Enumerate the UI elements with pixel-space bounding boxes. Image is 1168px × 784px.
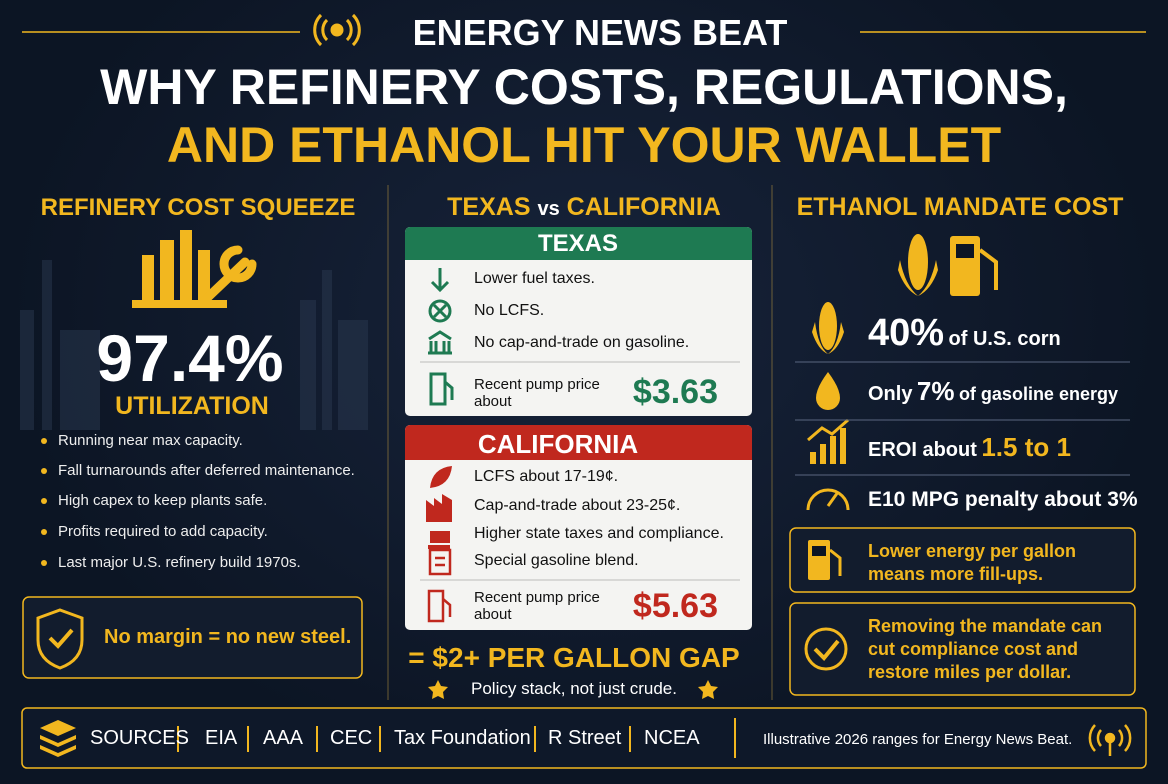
source: EIA	[205, 727, 238, 749]
source: Tax Foundation	[394, 727, 531, 749]
price: $5.63	[632, 587, 718, 625]
fact: EROI about 1.5 to 1	[868, 432, 1071, 463]
fact-prefix: Only	[868, 383, 913, 405]
fact-prefix: EROI about	[868, 439, 977, 461]
card-item: Lower fuel taxes.	[474, 270, 595, 287]
footer-note: Illustrative 2026 ranges for Energy News…	[763, 731, 1073, 748]
callout: No margin = no new steel.	[104, 626, 352, 648]
fact-text: of U.S. corn	[948, 328, 1061, 350]
heading-part: CALIFORNIA	[566, 193, 721, 221]
price-label: Recent pump price about	[474, 589, 600, 623]
source: NCEA	[644, 727, 700, 749]
gap-note: Policy stack, not just crude.	[471, 679, 677, 698]
heading-part: vs	[537, 198, 560, 220]
fact: Only 7% of gasoline energy	[868, 376, 1118, 407]
source: R Street	[548, 727, 622, 749]
bullet: High capex to keep plants safe.	[58, 492, 268, 509]
stat-label: UTILIZATION	[115, 392, 269, 420]
title-line-2: AND ETHANOL HIT YOUR WALLET	[166, 117, 1002, 173]
price-label: Recent pump price about	[474, 376, 600, 410]
fact: E10 MPG penalty about 3%	[868, 488, 1138, 511]
fact-value: 1.5 to 1	[981, 432, 1071, 462]
stat: 97.4%	[96, 321, 284, 395]
source: AAA	[263, 727, 304, 749]
fact-value: 40%	[868, 312, 945, 354]
card-item: Cap-and-trade about 23-25¢.	[474, 497, 681, 514]
card-item: Higher state taxes and compliance.	[474, 525, 724, 542]
fact: 40% of U.S. corn	[868, 312, 1061, 355]
bullet: Profits required to add capacity.	[58, 523, 268, 540]
bullet: Fall turnarounds after deferred maintena…	[58, 462, 355, 479]
gap: = $2+ PER GALLON GAP	[408, 642, 740, 673]
section-heading: ETHANOL MANDATE COST	[796, 193, 1124, 221]
card-item: Special gasoline blend.	[474, 552, 639, 569]
price: $3.63	[632, 373, 718, 411]
fact-value: 7%	[916, 376, 955, 406]
bullet: Last major U.S. refinery build 1970s.	[58, 554, 301, 571]
title-line-1: WHY REFINERY COSTS, REGULATIONS,	[100, 59, 1068, 115]
section-heading: REFINERY COST SQUEEZE	[40, 194, 356, 221]
heading-part: TEXAS	[447, 193, 531, 221]
brand: ENERGY NEWS BEAT	[412, 12, 788, 53]
card-title: CALIFORNIA	[477, 429, 639, 459]
card-item: LCFS about 17-19¢.	[474, 468, 619, 485]
card-item: No cap-and-trade on gasoline.	[474, 334, 690, 351]
callout: Lower energy per gallon means more fill-…	[868, 541, 1077, 584]
fact-text: of gasoline energy	[958, 384, 1118, 404]
section-heading: TEXAS vs CALIFORNIA	[447, 193, 721, 222]
source: CEC	[330, 727, 373, 749]
callout: Removing the mandate can cut compliance …	[868, 616, 1103, 682]
bullet: Running near max capacity.	[58, 432, 243, 449]
card-item: No LCFS.	[474, 302, 545, 319]
sources-label: SOURCES	[90, 727, 189, 749]
card-title: TEXAS	[537, 230, 619, 257]
